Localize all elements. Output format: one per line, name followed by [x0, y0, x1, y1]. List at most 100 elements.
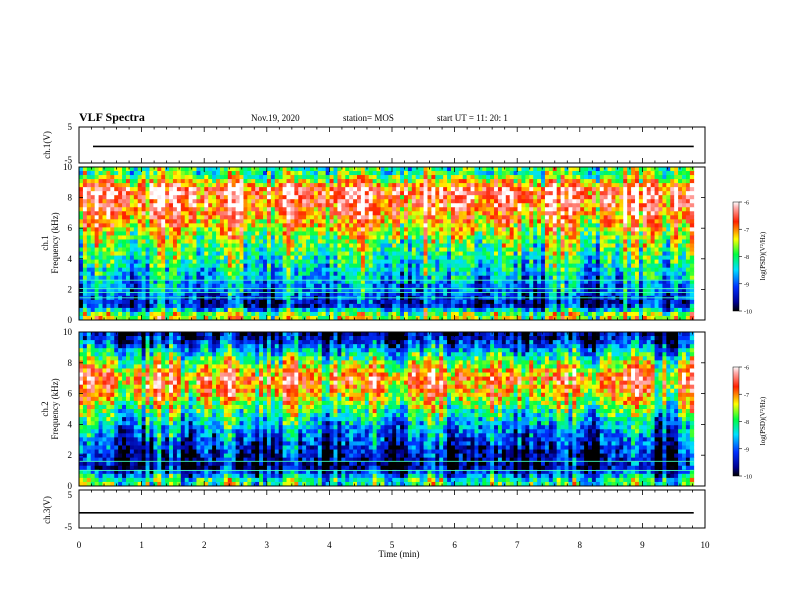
- spectrogram-cell: [149, 247, 154, 252]
- spectrogram-cell: [525, 171, 530, 176]
- spectrogram-cell: [380, 243, 385, 248]
- spectrogram-cell: [591, 223, 597, 228]
- spectrogram-cell: [450, 255, 456, 261]
- spectrogram-cell: [306, 195, 311, 200]
- spectrogram-cell: [400, 187, 405, 192]
- spectrogram-cell: [576, 275, 581, 281]
- spectrogram-cell: [658, 231, 663, 236]
- spectrogram-cell: [169, 195, 174, 200]
- spectrogram-cell: [392, 259, 397, 265]
- spectrogram-cell: [219, 207, 225, 212]
- spectrogram-cell: [278, 235, 284, 240]
- spectrogram-cell: [400, 267, 405, 273]
- spectrogram-cell: [689, 259, 695, 265]
- spectrogram-cell: [153, 263, 158, 269]
- spectrogram-cell: [294, 175, 299, 180]
- spectrogram-cell: [595, 263, 601, 269]
- spectrogram-cell: [466, 203, 471, 208]
- spectrogram-cell: [439, 243, 444, 248]
- spectrogram-cell: [654, 199, 659, 204]
- spectrogram-cell: [450, 195, 456, 200]
- spectrogram-cell: [670, 179, 675, 184]
- spectrogram-cell: [513, 219, 518, 224]
- spectrogram-cell: [145, 247, 150, 252]
- spectrogram-cell: [161, 183, 166, 188]
- spectrogram-cell: [388, 275, 393, 281]
- spectrogram-cell: [94, 259, 99, 265]
- spectrogram-cell: [462, 267, 468, 273]
- spectrogram-cell: [82, 199, 88, 204]
- spectrogram-cell: [270, 243, 276, 248]
- spectrogram-cell: [595, 175, 601, 180]
- spectrogram-cell: [118, 235, 123, 240]
- spectrogram-cell: [552, 235, 558, 240]
- spectrogram-cell: [572, 247, 577, 252]
- spectrogram-cell: [251, 239, 256, 244]
- spectrogram-cell: [681, 207, 687, 212]
- spectrogram-cell: [219, 219, 225, 224]
- spectrogram-cell: [172, 227, 178, 232]
- spectrogram-cell: [200, 223, 205, 228]
- spectrogram-cell: [599, 275, 605, 281]
- spectrogram-cell: [580, 287, 585, 293]
- spectrogram-cell: [266, 271, 272, 277]
- spectrogram-cell: [180, 287, 186, 293]
- spectrogram-cell: [529, 255, 534, 261]
- spectrogram-cell: [184, 247, 190, 252]
- spectrogram-cell: [435, 199, 440, 204]
- spectrogram-cell: [541, 219, 546, 224]
- spectrogram-cell: [419, 287, 424, 293]
- spectrogram-cell: [251, 251, 256, 256]
- spectrogram-cell: [674, 179, 679, 184]
- spectrogram-cell: [497, 275, 503, 281]
- spectrogram-cell: [325, 179, 330, 184]
- spectrogram-cell: [204, 195, 209, 200]
- spectrogram-cell: [196, 171, 201, 176]
- spectrogram-cell: [141, 191, 146, 196]
- spectrogram-cell: [431, 235, 436, 240]
- spectrogram-cell: [349, 243, 354, 248]
- spectrogram-cell: [443, 183, 448, 188]
- spectrogram-cell: [180, 219, 186, 224]
- spectrogram-cell: [517, 275, 522, 281]
- spectrogram-cell: [282, 291, 287, 297]
- spectrogram-cell: [388, 219, 393, 224]
- spectrogram-cell: [298, 227, 303, 232]
- spectrogram-cell: [517, 267, 522, 273]
- spectrogram-cell: [447, 171, 452, 176]
- spectrogram-cell: [560, 239, 565, 244]
- spectrogram-cell: [298, 271, 303, 277]
- spectrogram-cell: [270, 259, 276, 265]
- spectrogram-cell: [86, 207, 92, 212]
- spectrogram-cell: [329, 263, 334, 269]
- spectrogram-cell: [681, 179, 687, 184]
- spectrogram-cell: [118, 167, 123, 172]
- spectrogram-cell: [196, 187, 201, 192]
- spectrogram-cell: [219, 259, 225, 265]
- spectrogram-cell: [263, 215, 268, 220]
- spectrogram-cell: [310, 207, 315, 212]
- spectrogram-cell: [486, 271, 491, 277]
- spectrogram-cell: [392, 227, 397, 232]
- spectrogram-cell: [357, 251, 362, 256]
- spectrogram-cell: [129, 171, 135, 176]
- spectrogram-cell: [689, 251, 695, 256]
- spectrogram-cell: [607, 247, 612, 252]
- spectrogram-cell: [145, 219, 150, 224]
- spectrogram-cell: [396, 187, 401, 192]
- spectrogram-cell: [439, 259, 444, 265]
- spectrogram-cell: [286, 255, 291, 261]
- spectrogram-cell: [443, 167, 448, 172]
- spectrogram-cell: [360, 207, 366, 212]
- spectrogram-cell: [223, 287, 229, 293]
- spectrogram-cell: [133, 287, 139, 293]
- spectrogram-cell: [517, 203, 522, 208]
- spectrogram-cell: [255, 195, 260, 200]
- spectrogram-cell: [364, 219, 370, 224]
- spectrogram-cell: [357, 291, 362, 297]
- spectrogram-cell: [141, 211, 146, 216]
- spectrogram-cell: [439, 219, 444, 224]
- spectrogram-cell: [474, 247, 479, 252]
- spectrogram-cell: [79, 235, 84, 240]
- spectrogram-cell: [333, 215, 338, 220]
